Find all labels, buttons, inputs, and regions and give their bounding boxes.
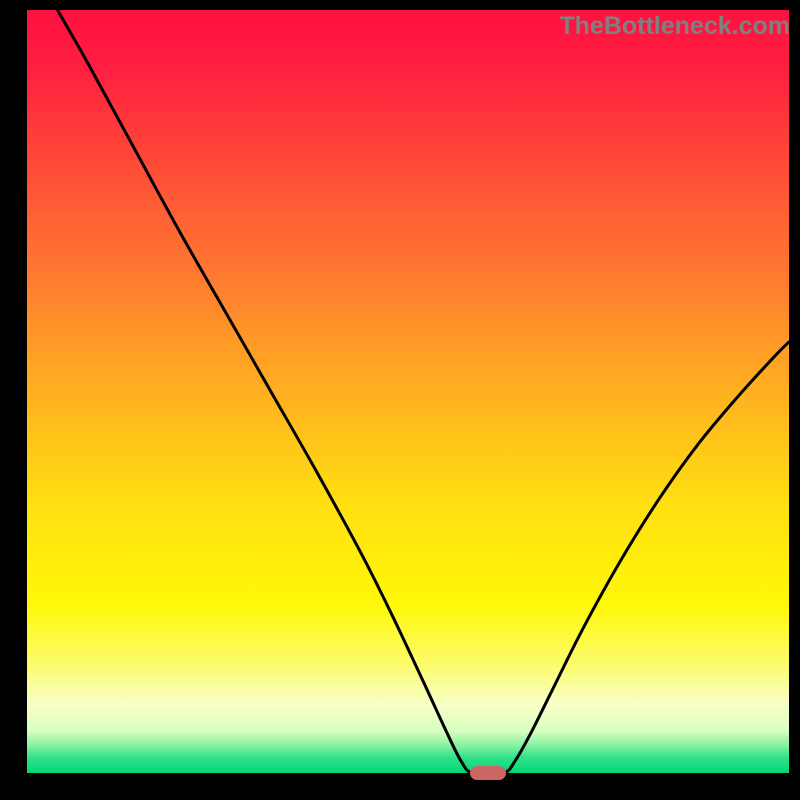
watermark-label: TheBottleneck.com: [559, 12, 790, 41]
chart-container: TheBottleneck.com: [0, 0, 800, 800]
bottleneck-curve: [27, 10, 789, 773]
bottleneck-minimum-marker: [470, 766, 506, 780]
